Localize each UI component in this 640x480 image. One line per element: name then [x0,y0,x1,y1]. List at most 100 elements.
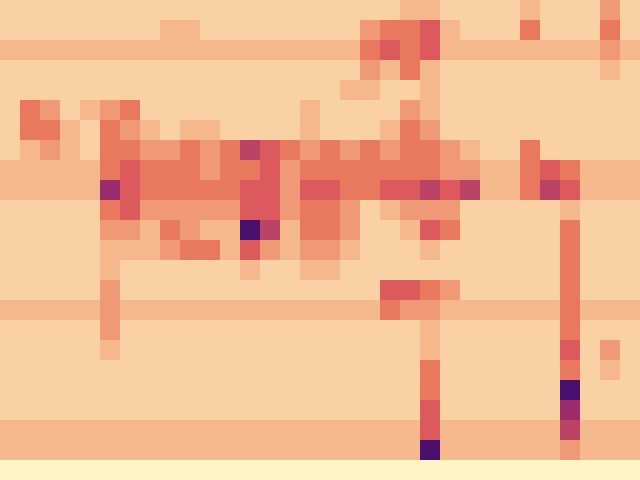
heatmap-cell [300,320,321,341]
heatmap-cell [500,340,521,361]
heatmap-cell [440,20,461,41]
heatmap-cell [200,40,221,61]
heatmap-cell [460,420,481,441]
heatmap-cell [120,320,141,341]
heatmap-cell [620,80,640,101]
heatmap-cell [100,180,121,201]
heatmap-cell [520,60,541,81]
heatmap-cell [180,240,201,261]
heatmap-cell [120,460,141,480]
heatmap-cell [280,160,301,181]
heatmap-cell [520,380,541,401]
heatmap-cell [200,400,221,421]
heatmap-cell [180,440,201,461]
heatmap-cell [300,180,321,201]
heatmap-cell [520,280,541,301]
heatmap-cell [520,240,541,261]
heatmap-cell [100,100,121,121]
heatmap-cell [340,100,361,121]
heatmap-cell [300,160,321,181]
heatmap-cell [0,100,21,121]
heatmap-cell [480,160,501,181]
heatmap-cell [420,60,441,81]
heatmap-cell [440,260,461,281]
heatmap-cell [300,420,321,441]
heatmap-cell [600,260,621,281]
heatmap-cell [600,40,621,61]
heatmap-cell [500,120,521,141]
heatmap-cell [60,220,81,241]
heatmap-cell [60,160,81,181]
heatmap-cell [320,460,341,480]
heatmap-cell [500,100,521,121]
heatmap-cell [360,260,381,281]
heatmap-cell [200,280,221,301]
heatmap-cell [380,460,401,480]
heatmap-cell [300,280,321,301]
heatmap-cell [460,340,481,361]
heatmap-cell [560,220,581,241]
heatmap-cell [560,440,581,461]
heatmap-cell [80,60,101,81]
heatmap-cell [60,320,81,341]
heatmap-cell [200,60,221,81]
heatmap-cell [0,0,21,21]
heatmap-cell [100,240,121,261]
heatmap-cell [160,120,181,141]
heatmap-cell [280,380,301,401]
heatmap-cell [200,220,221,241]
heatmap-cell [540,120,561,141]
heatmap-cell [40,380,61,401]
heatmap-cell [200,240,221,261]
heatmap-cell [200,20,221,41]
heatmap-cell [80,300,101,321]
heatmap-cell [620,120,640,141]
heatmap-cell [260,140,281,161]
heatmap-cell [540,200,561,221]
heatmap-cell [20,20,41,41]
heatmap-cell [0,380,21,401]
heatmap-cell [40,160,61,181]
heatmap-cell [580,380,601,401]
heatmap-cell [60,180,81,201]
heatmap-cell [560,280,581,301]
heatmap-cell [0,420,21,441]
heatmap-cell [280,320,301,341]
heatmap-cell [60,280,81,301]
heatmap-cell [220,160,241,181]
heatmap-cell [300,360,321,381]
heatmap-cell [500,180,521,201]
heatmap-cell [420,440,441,461]
heatmap-cell [360,80,381,101]
heatmap-cell [20,280,41,301]
heatmap-cell [220,400,241,421]
heatmap-cell [0,400,21,421]
heatmap-cell [0,220,21,241]
heatmap-cell [480,60,501,81]
heatmap-cell [260,80,281,101]
heatmap-cell [480,120,501,141]
heatmap-cell [160,440,181,461]
heatmap-cell [540,440,561,461]
heatmap-cell [420,120,441,141]
heatmap-cell [140,100,161,121]
heatmap-cell [260,180,281,201]
heatmap-cell [320,20,341,41]
heatmap-cell [180,400,201,421]
heatmap-cell [200,320,221,341]
heatmap-cell [560,260,581,281]
heatmap-cell [540,240,561,261]
heatmap-cell [200,360,221,381]
heatmap-cell [400,60,421,81]
heatmap-cell [340,240,361,261]
heatmap-cell [300,240,321,261]
heatmap-cell [360,440,381,461]
heatmap-cell [320,260,341,281]
heatmap-cell [20,360,41,381]
heatmap-cell [320,320,341,341]
heatmap-cell [340,380,361,401]
heatmap-cell [20,160,41,181]
heatmap-cell [200,460,221,480]
heatmap-cell [240,220,261,241]
heatmap-cell [260,200,281,221]
